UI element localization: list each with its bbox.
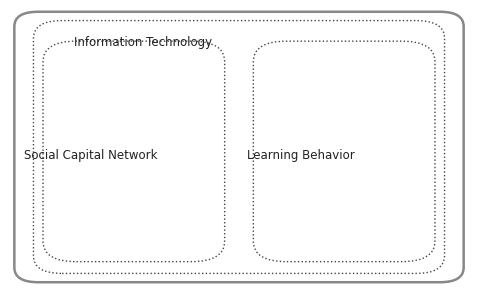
Text: Information Technology: Information Technology (75, 36, 212, 49)
Text: Social Capital Network: Social Capital Network (24, 149, 158, 162)
Text: Learning Behavior: Learning Behavior (247, 149, 355, 162)
